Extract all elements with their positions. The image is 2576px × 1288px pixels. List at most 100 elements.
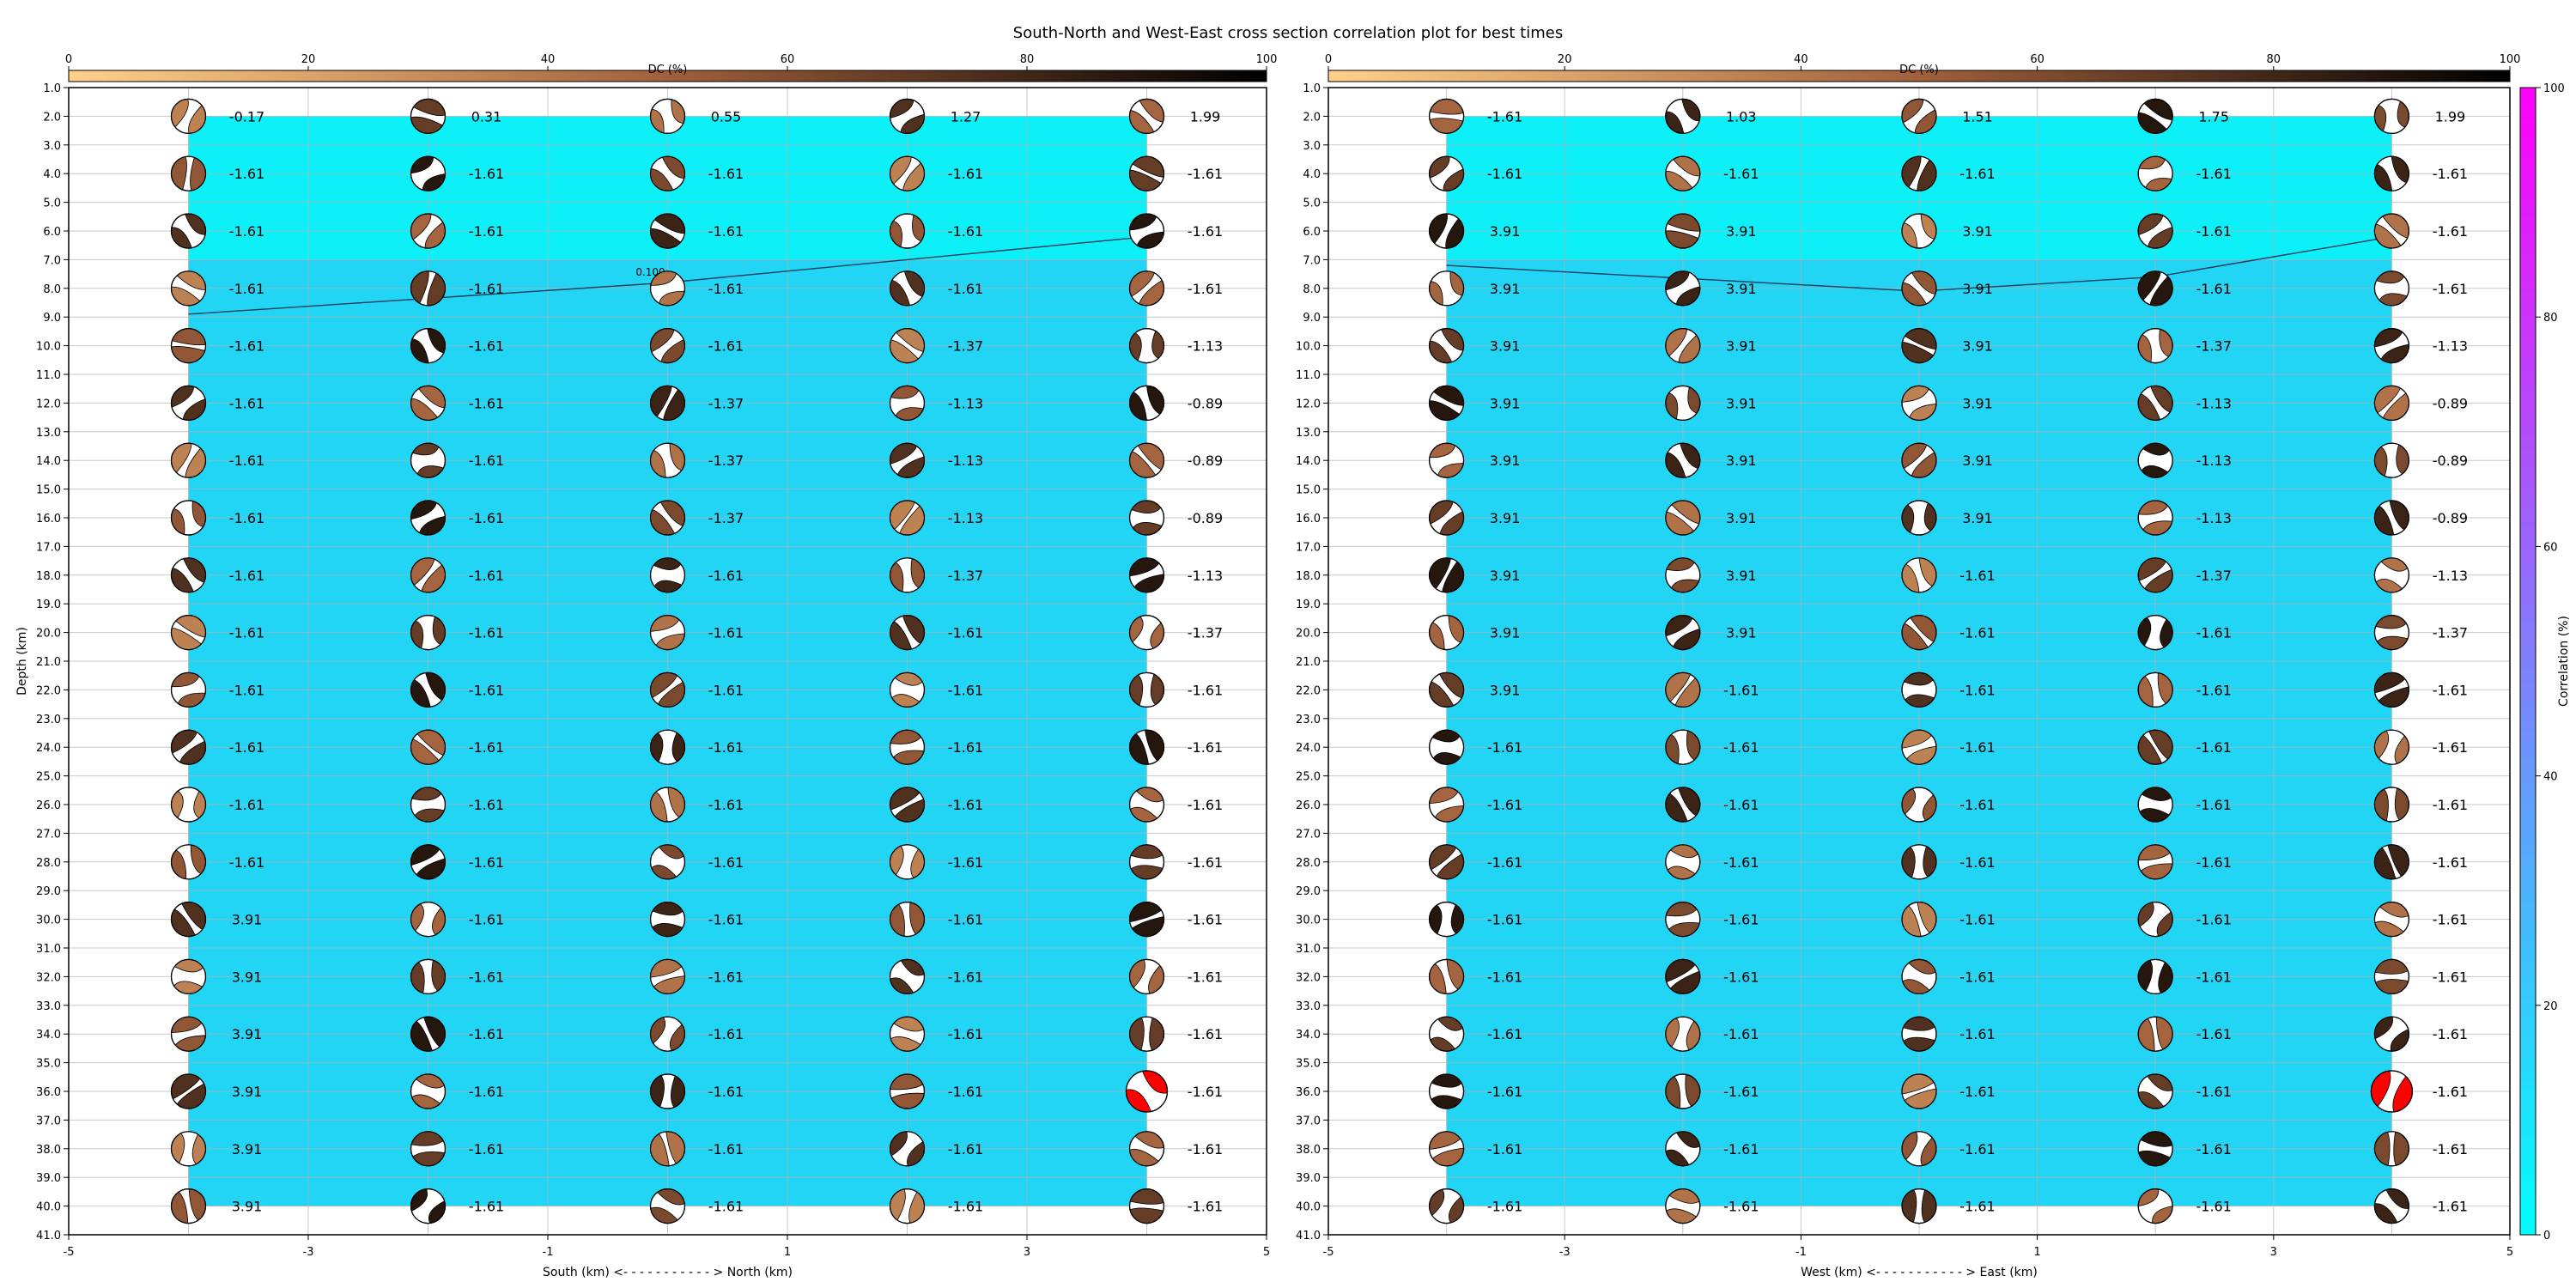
time-label: -0.17 bbox=[229, 108, 264, 125]
time-label: -0.89 bbox=[2433, 510, 2468, 526]
time-label: -1.61 bbox=[2433, 1199, 2468, 1215]
time-label: -1.61 bbox=[469, 1141, 504, 1157]
beachball-outline bbox=[1665, 328, 1701, 364]
beachball-outline bbox=[170, 500, 207, 536]
beachball-outline bbox=[889, 155, 926, 191]
beachball bbox=[2137, 557, 2173, 593]
beachball-outline bbox=[649, 958, 686, 995]
beachball-outline bbox=[2137, 1016, 2173, 1052]
y-tick-label: 35.0 bbox=[36, 1058, 61, 1071]
beachball-outline bbox=[1901, 385, 1937, 421]
beachball-outline bbox=[2137, 500, 2173, 536]
time-label: 3.91 bbox=[1962, 338, 1993, 355]
beachball-outline bbox=[1428, 1073, 1465, 1109]
beachball bbox=[1901, 385, 1937, 421]
time-label: -1.61 bbox=[1723, 739, 1759, 756]
beachball bbox=[649, 787, 686, 823]
time-label: -1.61 bbox=[469, 739, 504, 756]
time-label: -1.61 bbox=[708, 1199, 744, 1215]
beachball-outline bbox=[2373, 98, 2409, 134]
time-label: -1.61 bbox=[1188, 797, 1223, 813]
time-label: -1.61 bbox=[948, 1026, 983, 1042]
time-label: -1.61 bbox=[469, 1084, 504, 1100]
time-label: -1.61 bbox=[948, 969, 983, 985]
beachball bbox=[1128, 958, 1165, 995]
beachball-outline bbox=[1901, 557, 1937, 593]
beachball bbox=[2370, 1070, 2413, 1113]
beachball-outline bbox=[2137, 1073, 2173, 1109]
beachball-outline bbox=[649, 442, 686, 478]
beachball-outline bbox=[1901, 614, 1937, 651]
beachball bbox=[1665, 328, 1701, 364]
time-label: -1.61 bbox=[2433, 1141, 2468, 1157]
dc-colorbar-tick-label: 60 bbox=[2030, 53, 2044, 66]
beachball bbox=[2137, 671, 2173, 708]
beachball bbox=[889, 1131, 926, 1167]
time-label: 1.03 bbox=[1726, 108, 1757, 125]
y-axis-label: Depth (km) bbox=[15, 627, 29, 696]
time-label: 3.91 bbox=[1962, 510, 1993, 526]
beachball-outline bbox=[1901, 901, 1937, 938]
beachball bbox=[1665, 1188, 1701, 1224]
beachball-outline bbox=[1128, 729, 1165, 765]
beachball-outline bbox=[889, 213, 926, 249]
beachball bbox=[1128, 500, 1165, 536]
y-tick-label: 6.0 bbox=[1303, 226, 1321, 239]
correlation-colorbar-gradient bbox=[2519, 87, 2537, 1236]
beachball bbox=[2137, 1016, 2173, 1052]
beachball-outline bbox=[649, 270, 686, 307]
time-label: -1.61 bbox=[2196, 797, 2231, 813]
beachball-outline bbox=[649, 1131, 686, 1167]
beachball bbox=[2137, 614, 2173, 651]
time-label: -1.61 bbox=[1188, 682, 1223, 698]
beachball bbox=[1901, 787, 1937, 823]
beachball bbox=[2373, 385, 2409, 421]
beachball-outline bbox=[1665, 729, 1701, 765]
beachball bbox=[889, 385, 926, 421]
beachball bbox=[889, 1073, 926, 1109]
beachball bbox=[1901, 901, 1937, 938]
beachball bbox=[410, 729, 447, 765]
time-label: -1.61 bbox=[229, 281, 264, 297]
y-tick-label: 18.0 bbox=[36, 570, 61, 583]
beachball bbox=[649, 1073, 686, 1109]
beachball-outline bbox=[649, 844, 686, 880]
beachball-outline bbox=[2373, 500, 2409, 536]
correlation-colorbar-tick-label: 60 bbox=[2543, 541, 2558, 554]
beachball bbox=[410, 328, 447, 364]
beachball bbox=[1428, 729, 1465, 765]
x-tick-label: 5 bbox=[2506, 1246, 2513, 1259]
beachball-outline bbox=[1428, 500, 1465, 536]
time-label: -1.61 bbox=[948, 797, 983, 813]
time-label: 3.91 bbox=[1962, 281, 1993, 297]
beachball bbox=[1428, 1131, 1465, 1167]
beachball bbox=[2373, 442, 2409, 478]
beachball bbox=[1128, 614, 1165, 651]
beachball bbox=[1428, 500, 1465, 536]
beachball bbox=[1665, 270, 1701, 307]
beachball bbox=[170, 155, 207, 191]
beachball-outline bbox=[1128, 901, 1165, 938]
y-tick-label: 40.0 bbox=[36, 1201, 61, 1214]
y-tick-label: 22.0 bbox=[36, 684, 61, 697]
time-label: -1.61 bbox=[469, 912, 504, 928]
time-label: 3.91 bbox=[1726, 625, 1757, 641]
time-label: -1.61 bbox=[1487, 1026, 1522, 1042]
beachball-outline bbox=[649, 213, 686, 249]
time-label: 1.27 bbox=[951, 108, 981, 125]
x-axis-label: West (km) <- - - - - - - - - - - > East … bbox=[1801, 1266, 2038, 1279]
time-label: -1.61 bbox=[2433, 223, 2468, 240]
beachball-outline bbox=[1428, 557, 1465, 593]
beachball bbox=[1901, 500, 1937, 536]
time-label: -0.89 bbox=[1188, 453, 1223, 469]
beachball bbox=[649, 729, 686, 765]
time-label: -1.61 bbox=[1487, 166, 1522, 182]
beachball-outline bbox=[649, 385, 686, 421]
time-label: -1.61 bbox=[1959, 625, 1995, 641]
beachball-outline bbox=[2137, 787, 2173, 823]
beachball bbox=[170, 1073, 207, 1109]
beachball bbox=[1901, 442, 1937, 478]
time-label: -1.61 bbox=[2433, 854, 2468, 871]
beachball-outline bbox=[889, 901, 926, 938]
dc-colorbar-tick-label: 0 bbox=[65, 53, 72, 66]
